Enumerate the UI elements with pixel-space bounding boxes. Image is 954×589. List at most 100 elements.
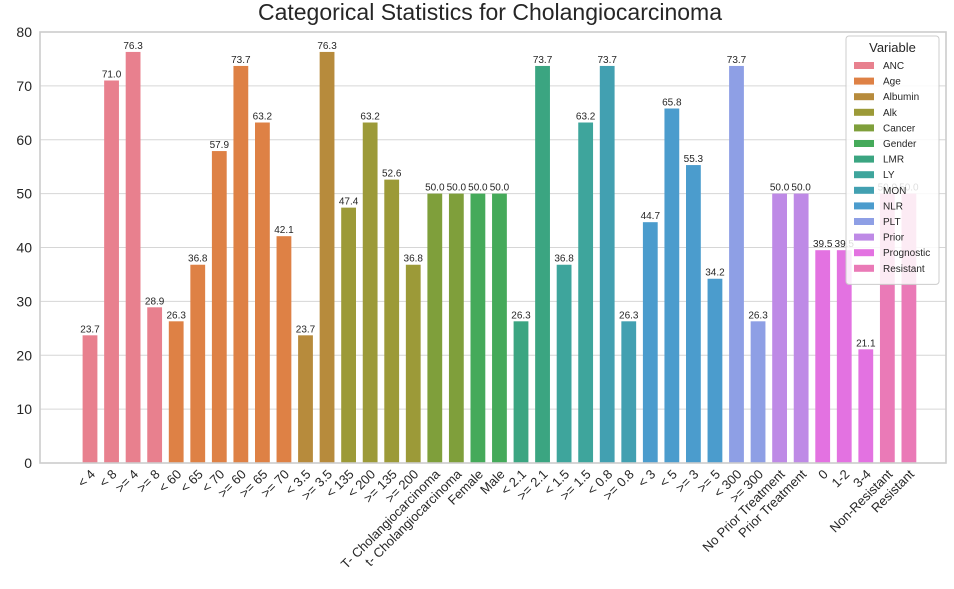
bar bbox=[858, 349, 874, 463]
bar bbox=[341, 207, 356, 463]
bar-value-label: 50.0 bbox=[468, 183, 488, 194]
legend-swatch bbox=[854, 202, 874, 210]
y-tick-label: 60 bbox=[16, 132, 32, 148]
bar-value-label: 57.9 bbox=[210, 140, 230, 151]
bar bbox=[448, 193, 464, 463]
y-tick-label: 40 bbox=[16, 240, 32, 256]
bar-value-label: 42.1 bbox=[274, 225, 294, 236]
legend-swatch bbox=[854, 124, 874, 132]
legend-swatch bbox=[854, 249, 874, 257]
bar-value-label: 26.3 bbox=[748, 310, 768, 321]
y-tick-label: 0 bbox=[24, 455, 32, 471]
legend-entry-label: ANC bbox=[883, 61, 904, 72]
legend-entry-label: MON bbox=[883, 186, 906, 197]
x-axis: < 4< 8>= 4>= 8< 60< 65< 70>= 60>= 65>= 7… bbox=[74, 466, 917, 572]
legend-swatch bbox=[854, 233, 874, 241]
bar-value-label: 23.7 bbox=[296, 324, 316, 335]
bar-value-label: 55.3 bbox=[684, 154, 704, 165]
legend-swatch bbox=[854, 264, 874, 272]
x-tick-label: < 4 bbox=[74, 467, 98, 491]
bar-value-label: 28.9 bbox=[145, 296, 165, 307]
legend-swatch bbox=[854, 77, 874, 85]
bar bbox=[233, 65, 249, 463]
bar-value-label: 73.7 bbox=[231, 55, 251, 66]
bar bbox=[492, 193, 507, 463]
bar-value-label: 73.7 bbox=[533, 55, 553, 66]
bar bbox=[535, 65, 550, 463]
bar bbox=[729, 65, 744, 463]
legend-swatch bbox=[854, 140, 874, 147]
bar bbox=[599, 65, 615, 463]
y-tick-label: 30 bbox=[16, 293, 32, 309]
bar bbox=[578, 122, 594, 463]
bar-value-label: 71.0 bbox=[102, 69, 122, 80]
bar bbox=[513, 321, 529, 463]
bar-value-label: 44.7 bbox=[641, 211, 661, 222]
bar bbox=[686, 165, 701, 464]
y-axis: 0 10 20 30 40 50 60 70 80 bbox=[16, 24, 32, 471]
bar bbox=[104, 80, 119, 464]
y-tick-label: 10 bbox=[16, 401, 32, 417]
y-tick-label: 70 bbox=[16, 78, 32, 94]
legend-entry-label: Prognostic bbox=[883, 248, 930, 259]
bar bbox=[707, 278, 723, 463]
bar bbox=[556, 264, 572, 463]
legend-entry-label: Gender bbox=[883, 139, 917, 150]
bar-value-label: 47.4 bbox=[339, 197, 359, 208]
legend-swatch bbox=[854, 218, 874, 225]
bar-value-label: 39.5 bbox=[813, 239, 833, 250]
plot-frame bbox=[39, 31, 947, 464]
bar bbox=[664, 108, 680, 463]
bar bbox=[793, 193, 809, 463]
legend-entry-label: Alk bbox=[883, 108, 898, 119]
y-tick-label: 80 bbox=[16, 24, 32, 40]
bars bbox=[82, 51, 917, 464]
bar-value-label: 76.3 bbox=[317, 41, 337, 52]
bar-value-label: 21.1 bbox=[856, 338, 876, 349]
bar-value-label: 39.5 bbox=[835, 239, 855, 250]
bar bbox=[772, 193, 787, 463]
bar bbox=[470, 193, 486, 463]
bar-value-label: 50.0 bbox=[770, 183, 790, 194]
bar-value-label: 63.2 bbox=[576, 112, 596, 123]
bar bbox=[298, 335, 313, 463]
bar bbox=[750, 321, 766, 463]
legend-entry-label: LY bbox=[883, 170, 895, 181]
bar bbox=[836, 250, 852, 463]
bar-value-label: 63.2 bbox=[360, 112, 380, 123]
bar bbox=[168, 321, 184, 463]
legend-entry-label: Albumin bbox=[883, 92, 919, 103]
bar-value-label: 63.2 bbox=[253, 112, 273, 123]
legend-swatch bbox=[854, 186, 874, 194]
bar bbox=[190, 264, 206, 463]
bar-value-label: 36.8 bbox=[404, 254, 424, 265]
bar-value-label: 26.3 bbox=[619, 310, 639, 321]
y-tick-label: 50 bbox=[16, 186, 32, 202]
bar-value-label: 73.7 bbox=[727, 55, 747, 66]
bar-value-label: 34.2 bbox=[705, 268, 725, 279]
legend-entry-label: Age bbox=[883, 77, 901, 88]
bar-value-label: 65.8 bbox=[662, 98, 682, 109]
bar bbox=[384, 179, 400, 463]
legend-entry-label: LMR bbox=[883, 155, 904, 166]
bar bbox=[276, 236, 292, 463]
legend-entry-label: NLR bbox=[883, 201, 903, 212]
bar-value-label: 50.0 bbox=[447, 183, 467, 194]
legend-swatch bbox=[854, 93, 874, 101]
legend-entry-label: PLT bbox=[883, 217, 901, 228]
bar bbox=[621, 321, 637, 463]
bar-value-label: 36.8 bbox=[554, 254, 574, 265]
bar bbox=[362, 122, 378, 463]
bar-value-label: 50.0 bbox=[490, 183, 510, 194]
bar-value-label: 73.7 bbox=[597, 55, 617, 66]
bar bbox=[255, 122, 270, 463]
bar bbox=[319, 51, 335, 464]
bar bbox=[147, 307, 163, 463]
legend-swatch bbox=[854, 108, 874, 116]
value-labels: 23.771.076.328.926.336.857.973.763.242.1… bbox=[80, 41, 919, 349]
bar-value-label: 26.3 bbox=[166, 310, 186, 321]
bar-value-label: 76.3 bbox=[123, 41, 143, 52]
x-tick-label: 1-2 bbox=[828, 467, 852, 491]
